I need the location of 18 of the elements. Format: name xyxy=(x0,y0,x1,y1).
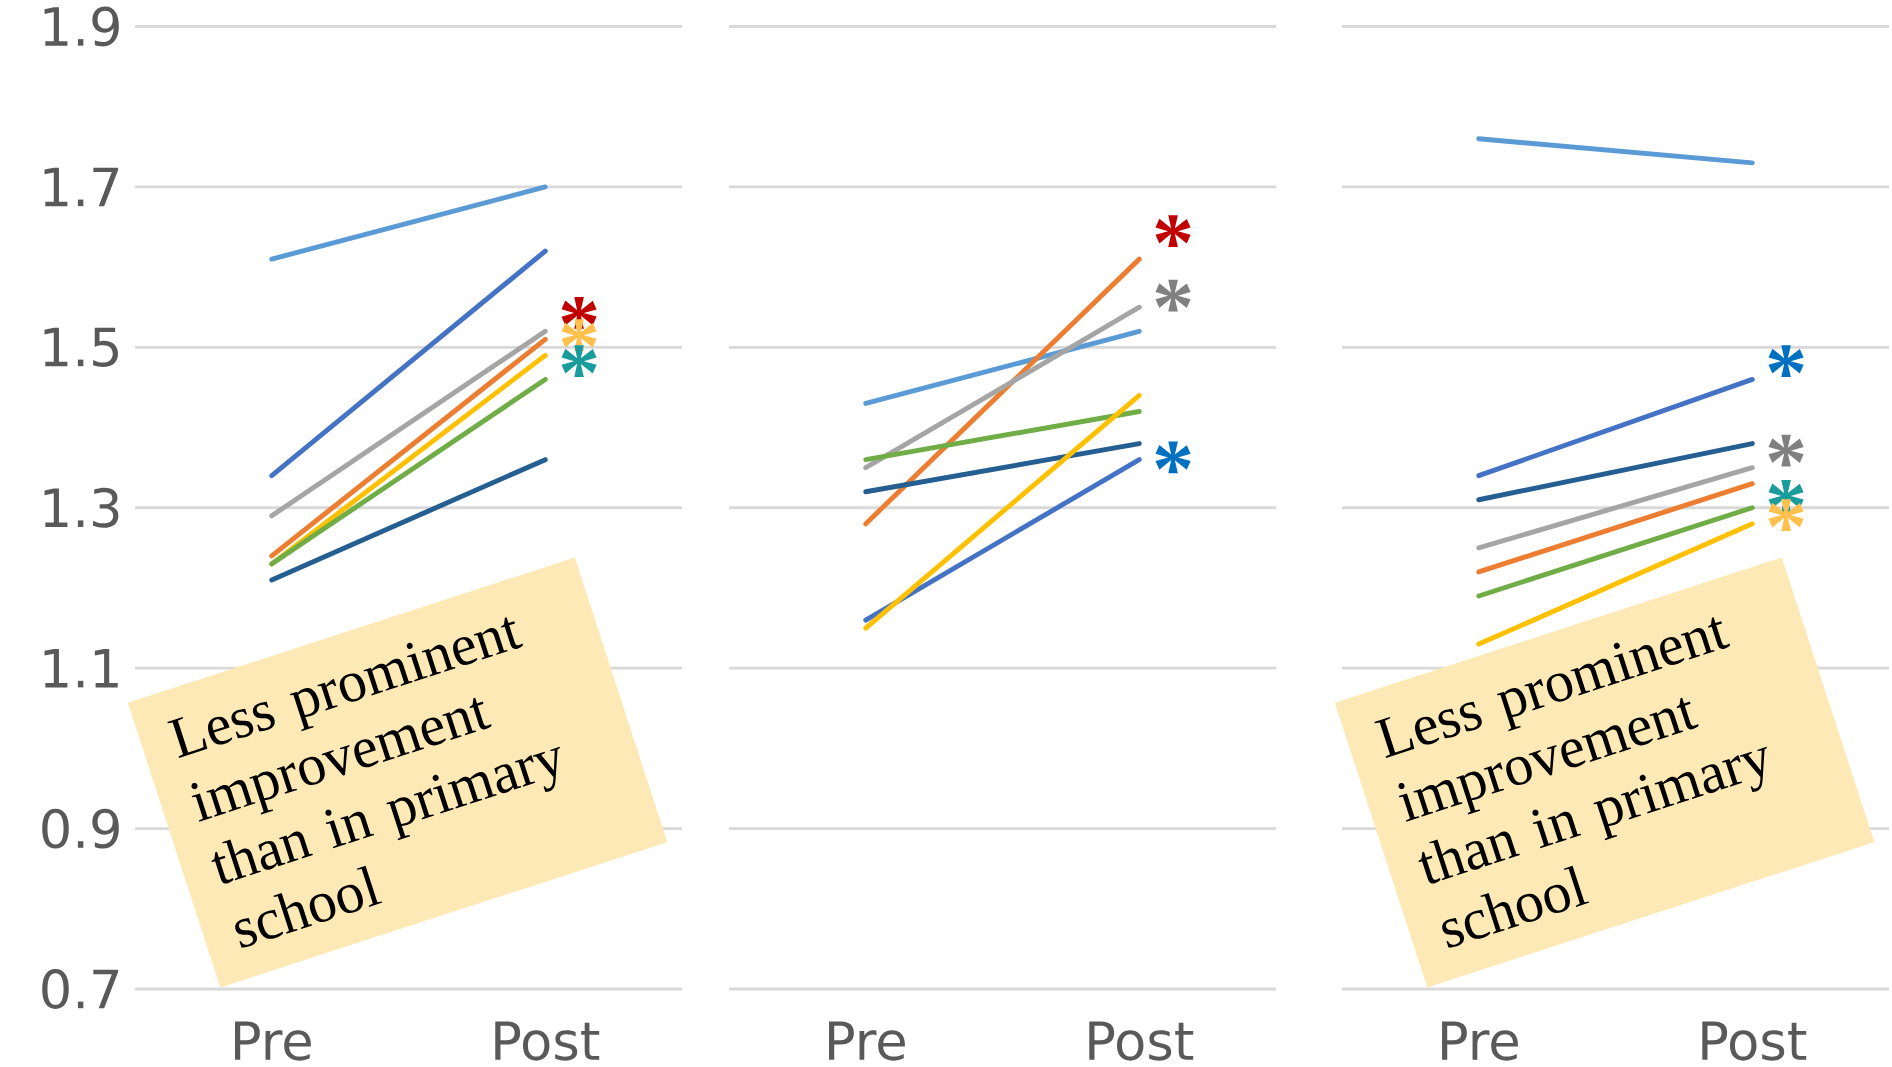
x-tick-label: Post xyxy=(1089,1021,1194,1061)
y-tick-label: 0.7 xyxy=(42,969,119,1009)
annotation: * xyxy=(1155,441,1191,474)
annotation: * xyxy=(1768,434,1804,467)
x-tick-label: Post xyxy=(495,1021,600,1061)
y-tick-label: 0.9 xyxy=(42,808,119,849)
y-tick-label: 1.5 xyxy=(44,327,118,367)
x-tick-label: Pre xyxy=(1442,1021,1518,1061)
annotation: * xyxy=(1768,345,1804,377)
y-tick-label: 1.9 xyxy=(44,6,119,47)
y-tick-label: 1.1 xyxy=(44,648,118,688)
x-tick-label: Post xyxy=(1702,1021,1807,1061)
annotation: * xyxy=(1155,215,1191,248)
x-tick-label: Pre xyxy=(235,1021,311,1061)
annotation: * xyxy=(1155,279,1191,312)
x-tick-label: Pre xyxy=(829,1021,905,1061)
y-tick-label: 1.3 xyxy=(44,487,119,528)
y-tick-label: 1.7 xyxy=(44,167,119,207)
